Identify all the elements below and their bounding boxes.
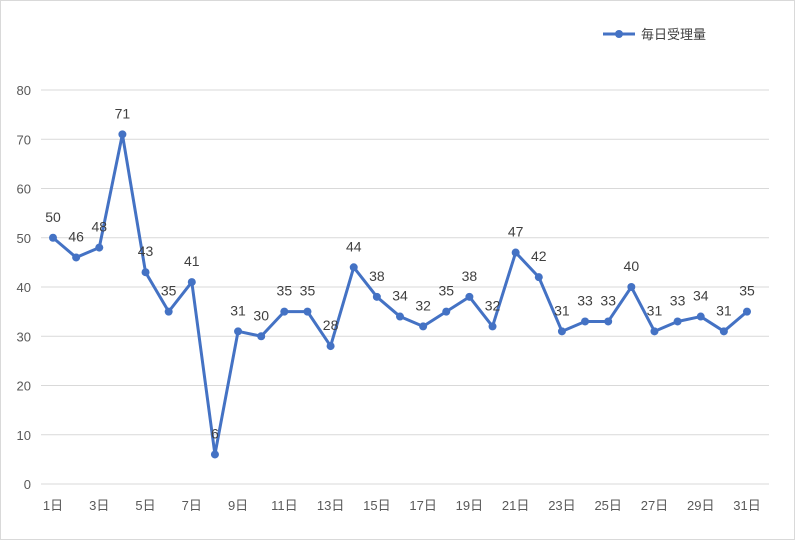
y-tick-label: 70 [17, 132, 31, 147]
data-point [627, 283, 636, 291]
y-tick-label: 50 [17, 231, 31, 246]
x-tick-label: 11日 [271, 498, 298, 513]
data-point [743, 307, 751, 316]
data-label: 34 [392, 288, 408, 304]
data-label: 40 [624, 258, 640, 274]
data-label: 35 [300, 283, 316, 299]
x-tick-label: 25日 [594, 498, 621, 513]
data-label: 41 [184, 253, 200, 269]
data-label: 48 [91, 219, 107, 235]
data-point [696, 312, 705, 321]
data-label: 30 [253, 307, 269, 323]
series-layer [49, 130, 751, 459]
legend-point-marker [615, 30, 623, 38]
x-tick-label: 17日 [409, 498, 436, 513]
data-point [326, 342, 335, 351]
x-axis-tick-labels: 1日 3日 5日 7日 9日 11日 13日 15日 17日 19日 21日 23日 25日 27日 29日… [43, 498, 761, 513]
x-tick-label: 9日 [228, 498, 248, 513]
data-point [257, 332, 266, 341]
data-point [95, 243, 104, 252]
data-point [534, 273, 543, 282]
y-tick-label: 30 [17, 329, 31, 344]
data-label: 35 [277, 283, 293, 299]
data-label: 35 [739, 283, 755, 299]
y-tick-label: 10 [17, 428, 31, 443]
legend-series-name: 毎日受理量 [641, 27, 706, 43]
data-label: 6 [211, 425, 219, 441]
data-point [511, 248, 520, 257]
data-label: 35 [438, 283, 454, 299]
x-tick-label: 19日 [456, 498, 483, 513]
data-label: 44 [346, 238, 362, 254]
y-tick-label: 0 [24, 477, 31, 492]
data-label: 31 [230, 302, 246, 318]
data-point [650, 327, 659, 336]
data-label: 32 [485, 297, 501, 313]
data-point [280, 307, 289, 316]
y-tick-label: 60 [17, 182, 31, 197]
data-label: 38 [462, 268, 478, 284]
data-label: 34 [693, 288, 709, 304]
y-tick-label: 80 [17, 83, 31, 98]
data-point [303, 307, 312, 316]
data-label: 38 [369, 268, 385, 284]
x-tick-label: 5日 [135, 498, 155, 513]
y-tick-label: 40 [17, 280, 31, 295]
data-point [442, 307, 451, 316]
data-label: 33 [577, 292, 593, 308]
data-point [372, 292, 381, 301]
data-label: 47 [508, 224, 524, 240]
data-label: 42 [531, 248, 547, 264]
data-label: 71 [115, 105, 131, 121]
data-point [164, 307, 173, 316]
data-label: 31 [554, 302, 570, 318]
data-point [118, 130, 127, 139]
data-point [141, 268, 150, 277]
x-tick-label: 21日 [502, 498, 529, 513]
data-point [465, 292, 474, 301]
x-tick-label: 13日 [317, 498, 344, 513]
data-label: 43 [138, 243, 154, 259]
x-tick-label: 31日 [733, 498, 760, 513]
x-tick-label: 1日 [43, 498, 63, 513]
data-point [234, 327, 243, 336]
data-label: 28 [323, 317, 339, 333]
x-tick-label: 15日 [363, 498, 390, 513]
x-tick-label: 3日 [89, 498, 109, 513]
data-label: 33 [600, 292, 616, 308]
data-point [396, 312, 404, 321]
x-tick-label: 23日 [548, 498, 575, 513]
data-point [187, 278, 196, 287]
data-point [719, 327, 728, 336]
gridlines [41, 89, 769, 485]
legend: 毎日受理量 [603, 27, 706, 43]
x-tick-label: 7日 [182, 498, 202, 513]
data-point [673, 317, 682, 326]
data-labels: 50 46 48 71 43 35 41 6 31 30 35 35 28 44 38 34 32 35 38 32 4… [45, 105, 755, 441]
data-label: 35 [161, 283, 177, 299]
y-tick-label: 20 [17, 379, 31, 394]
data-point [604, 317, 613, 326]
y-axis-tick-labels: 0 10 20 30 40 50 60 70 80 [17, 83, 31, 492]
data-label: 31 [716, 302, 732, 318]
x-tick-label: 29日 [687, 498, 714, 513]
data-label: 32 [415, 297, 431, 313]
x-tick-label: 27日 [641, 498, 668, 513]
data-point [49, 233, 57, 242]
data-point [419, 322, 428, 331]
data-label: 31 [647, 302, 663, 318]
data-point [349, 263, 358, 272]
data-point [72, 253, 81, 262]
data-label: 50 [45, 209, 61, 225]
data-point [488, 322, 497, 331]
data-label: 33 [670, 292, 686, 308]
data-point [581, 317, 590, 326]
data-point [210, 450, 219, 459]
data-point [557, 327, 566, 336]
data-label: 46 [68, 228, 84, 244]
